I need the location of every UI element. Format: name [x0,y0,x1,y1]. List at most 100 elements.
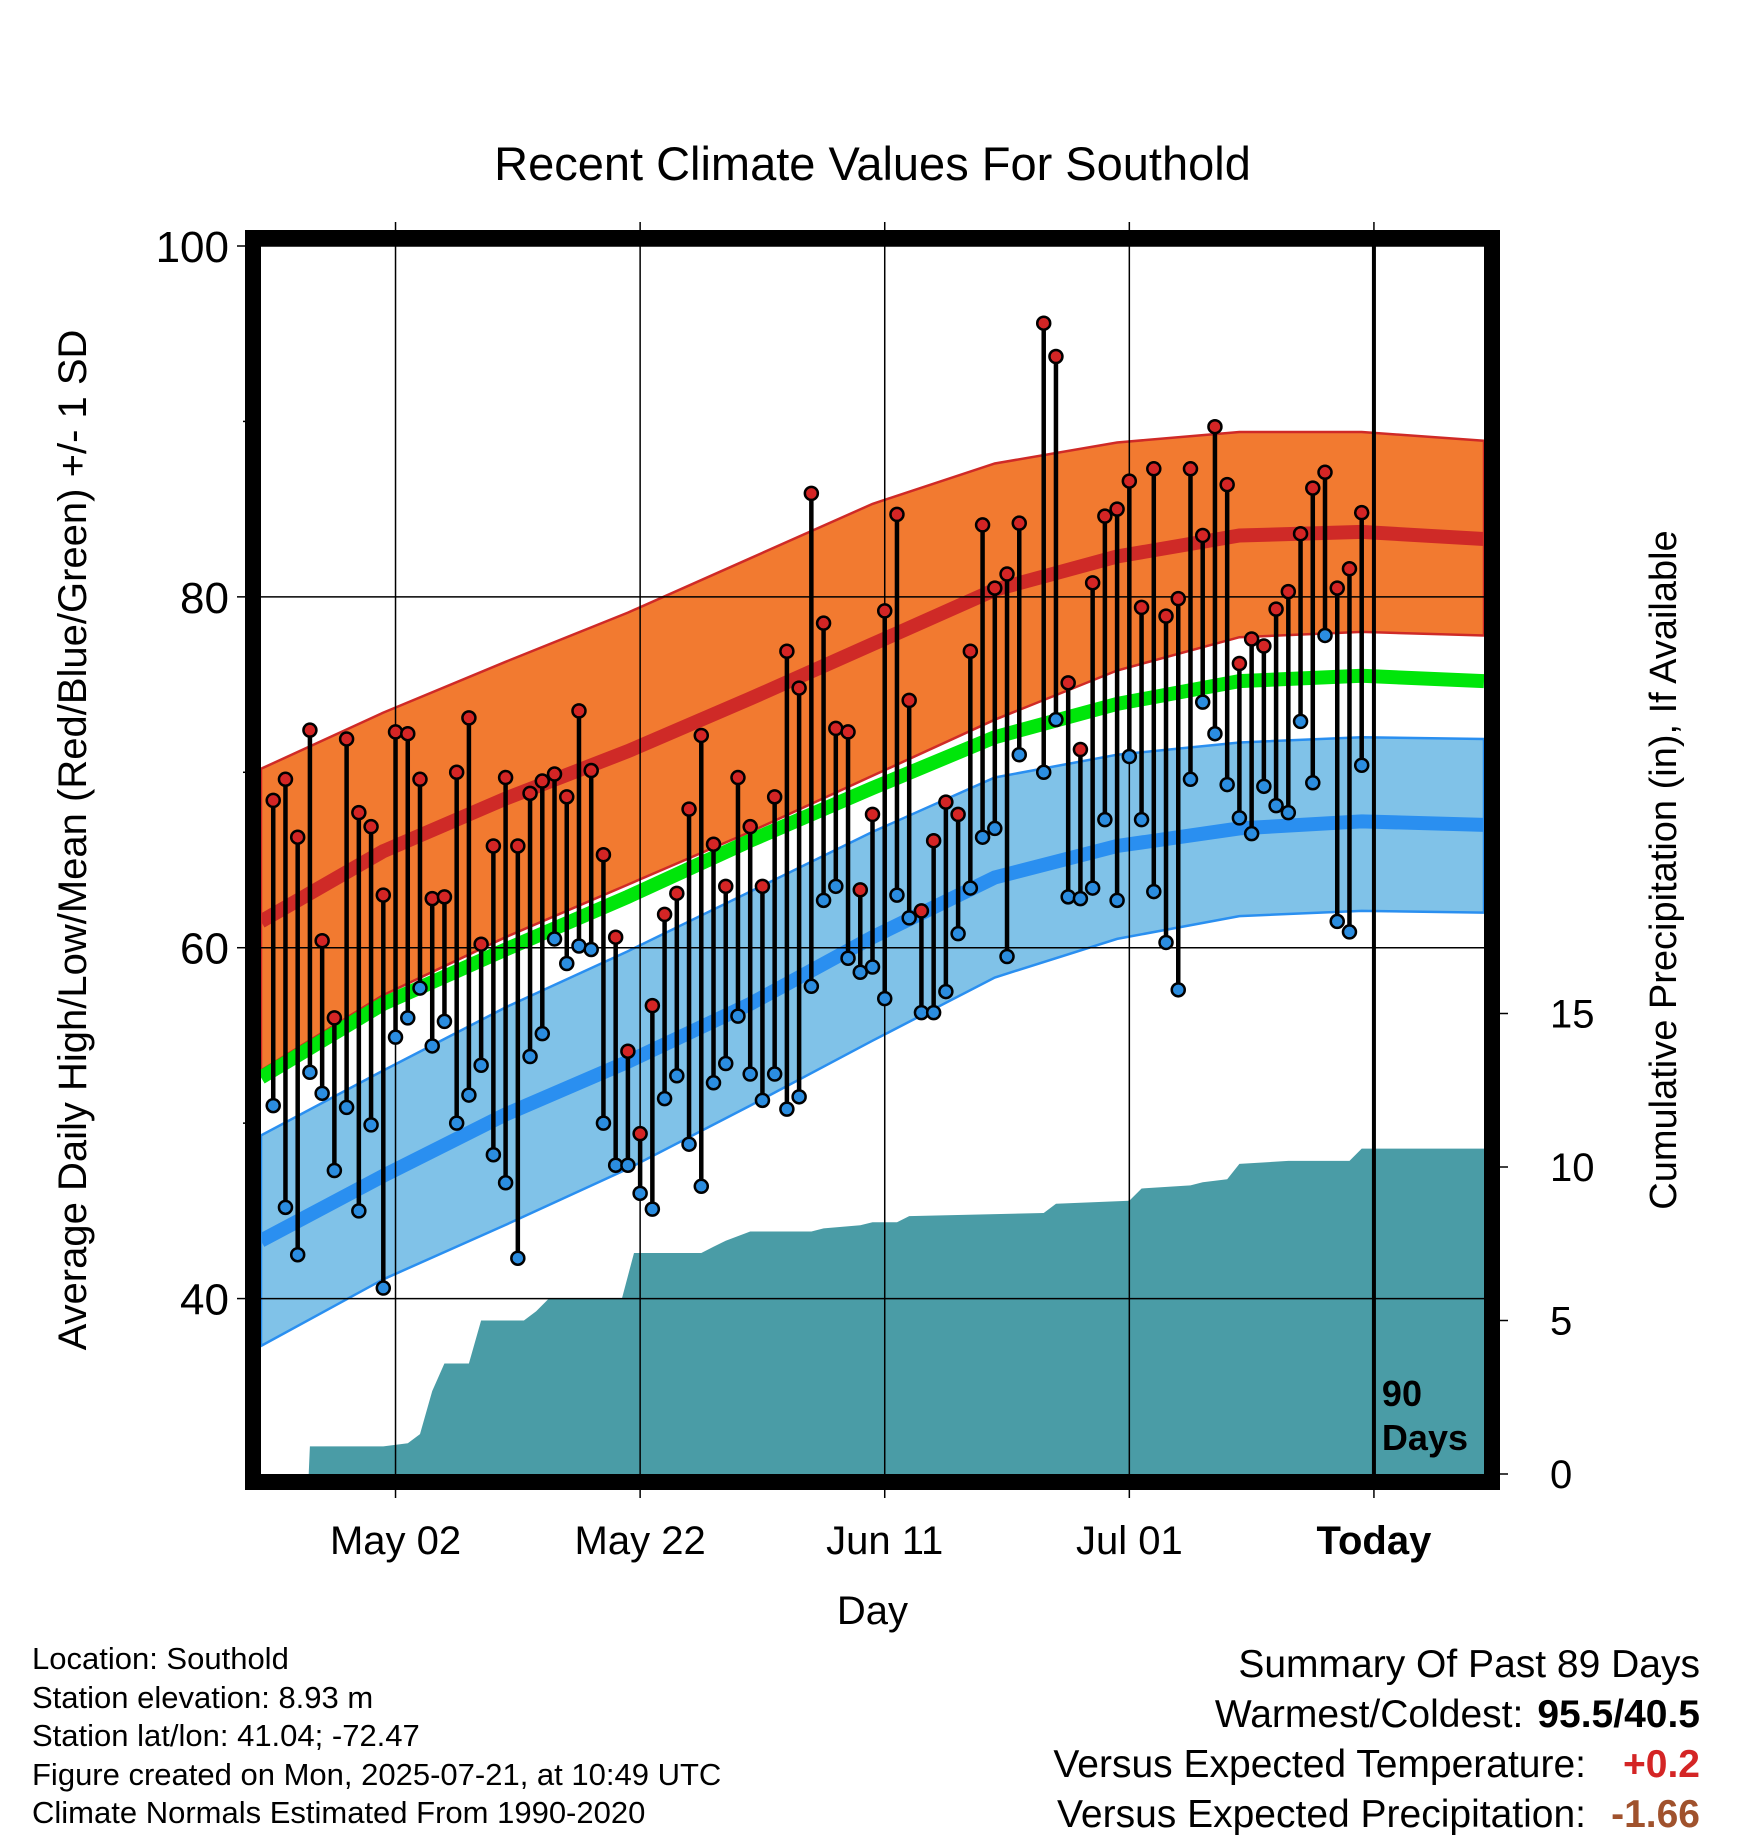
obs-high-point [1160,610,1173,623]
obs-high-point [1270,603,1283,616]
obs-low-point [572,939,585,952]
obs-low-point [1245,827,1258,840]
obs-high-point [365,820,378,833]
obs-high-point [1331,582,1344,595]
obs-high-point [1319,466,1332,479]
obs-high-point [1013,517,1026,530]
obs-high-point [279,773,292,786]
y-tick-label: 100 [156,223,229,272]
x-tick-label: Jun 11 [826,1519,943,1563]
obs-low-point [560,957,573,970]
obs-low-point [1147,885,1160,898]
obs-low-point [316,1087,329,1100]
obs-high-point [903,694,916,707]
y-tick-label: 40 [180,1276,229,1325]
obs-low-point [279,1201,292,1214]
obs-low-point [499,1176,512,1189]
obs-low-point [597,1117,610,1130]
obs-high-point [658,908,671,921]
obs-low-point [413,982,426,995]
obs-high-point [1049,350,1062,363]
obs-low-point [952,927,965,940]
obs-low-point [1111,894,1124,907]
obs-low-point [1062,890,1075,903]
obs-low-point [866,961,879,974]
obs-low-point [707,1076,720,1089]
obs-low-point [878,992,891,1005]
obs-high-point [780,645,793,658]
obs-high-point [524,787,537,800]
created-text: Figure created on Mon, 2025-07-21, at 10… [32,1756,721,1795]
obs-high-point [1233,657,1246,670]
today-marker-label-1: 90 [1382,1373,1422,1414]
obs-high-point [621,1045,634,1058]
obs-low-point [1074,892,1087,905]
obs-high-point [572,704,585,717]
obs-high-point [487,839,500,852]
y-axis-label: Average Daily High/Low/Mean (Red/Blue/Gr… [51,330,95,1351]
obs-high-point [328,1011,341,1024]
obs-high-point [805,487,818,500]
obs-low-point [401,1011,414,1024]
obs-low-point [536,1027,549,1040]
obs-high-point [1147,462,1160,475]
obs-high-point [426,892,439,905]
obs-high-point [511,839,524,852]
obs-low-point [267,1099,280,1112]
obs-high-point [291,831,304,844]
obs-low-point [695,1180,708,1193]
obs-high-point [1355,506,1368,519]
obs-low-point [658,1092,671,1105]
elevation-text: Station elevation: 8.93 m [32,1679,721,1718]
obs-low-point [805,980,818,993]
obs-low-point [462,1089,475,1102]
obs-low-point [1343,925,1356,938]
obs-low-point [328,1164,341,1177]
obs-low-point [365,1118,378,1131]
obs-low-point [756,1094,769,1107]
obs-low-point [1135,813,1148,826]
x-axis-label: Day [837,1589,908,1633]
obs-high-point [829,722,842,735]
obs-low-point [890,889,903,902]
y2-axis-label: Cumulative Precipitation (in), If Availa… [1643,530,1685,1209]
location-text: Location: Southold [32,1640,721,1679]
obs-high-point [707,838,720,851]
warm-cold-value: 95.5/40.5 [1537,1690,1700,1740]
obs-low-point [1294,715,1307,728]
obs-low-point [976,831,989,844]
obs-high-point [1184,462,1197,475]
chart-title: Recent Climate Values For Southold [494,137,1251,190]
obs-high-point [646,999,659,1012]
obs-low-point [964,882,977,895]
temp-anomaly-label: Versus Expected Temperature: [1053,1743,1586,1786]
obs-low-point [1196,696,1209,709]
x-tick-label: May 22 [575,1519,706,1563]
obs-low-point [634,1187,647,1200]
obs-low-point [426,1039,439,1052]
obs-low-point [817,894,830,907]
summary-panel: Summary Of Past 89 Days Warmest/Coldest:… [1053,1640,1700,1840]
obs-low-point [291,1248,304,1261]
obs-high-point [927,834,940,847]
obs-high-point [1257,639,1270,652]
warm-cold-row: Warmest/Coldest: 95.5/40.5 [1053,1690,1700,1740]
y2-tick-label: 5 [1550,1300,1572,1344]
obs-high-point [352,806,365,819]
obs-high-point [377,889,390,902]
obs-high-point [1074,743,1087,756]
station-info: Location: Southold Station elevation: 8.… [32,1640,721,1833]
obs-low-point [683,1138,696,1151]
obs-low-point [438,1015,451,1028]
y2-tick-label: 0 [1550,1453,1572,1497]
obs-low-point [1319,629,1332,642]
obs-high-point [585,764,598,777]
obs-high-point [1282,585,1295,598]
obs-low-point [1355,759,1368,772]
obs-high-point [450,766,463,779]
obs-high-point [401,727,414,740]
y2-tick-label: 10 [1550,1146,1595,1190]
obs-low-point [487,1148,500,1161]
obs-high-point [1062,676,1075,689]
obs-low-point [670,1069,683,1082]
